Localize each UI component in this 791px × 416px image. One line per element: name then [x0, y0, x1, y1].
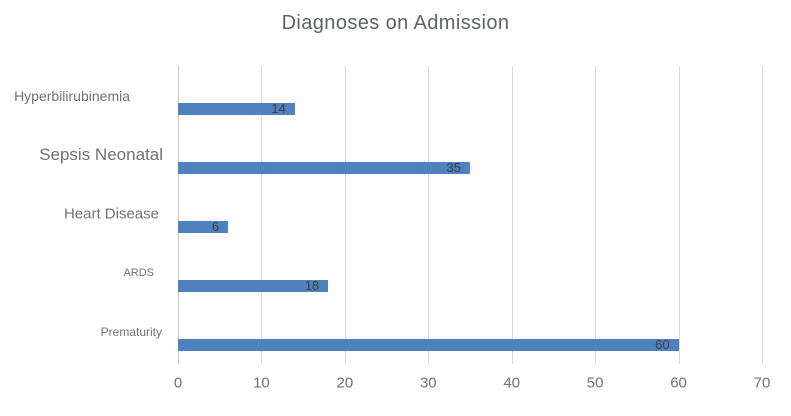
gridline [678, 66, 680, 364]
chart-title: Diagnoses on Admission [281, 12, 510, 34]
category-label-ards: ARDS [123, 267, 154, 280]
data-label: 60 [655, 337, 670, 353]
x-tick-label: 0 [173, 374, 183, 392]
gridline [511, 66, 513, 364]
gridline [428, 66, 430, 364]
bar-hyperbilirubinemia: 14 [178, 100, 295, 116]
x-tick-label: 20 [336, 374, 354, 392]
data-label: 18 [304, 278, 320, 294]
category-label-sepsis-neonatal: Sepsis Neonatal [39, 144, 163, 164]
gridline [762, 66, 763, 364]
bar-heart-disease: 6 [178, 219, 229, 234]
bar-ards: 18 [178, 278, 329, 294]
x-tick-label: 10 [253, 374, 270, 392]
x-tick-label: 30 [419, 374, 437, 392]
x-tick-label: 60 [670, 374, 687, 392]
gridline [178, 66, 179, 364]
gridline [261, 66, 263, 364]
bar-prematurity: 60 [178, 337, 679, 353]
data-label: 14 [271, 100, 286, 116]
x-tick-label: 40 [503, 374, 521, 392]
bar-sepsis-neonatal: 35 [178, 159, 470, 175]
category-label-prematurity: Prematurity [100, 325, 162, 340]
category-label-heart-disease: Heart Disease [63, 205, 159, 223]
gridline [344, 66, 346, 364]
x-tick-label: 70 [753, 374, 771, 392]
x-tick-label: 50 [586, 374, 604, 392]
data-label: 6 [211, 219, 220, 234]
gridline [595, 66, 597, 364]
category-label-hyperbilirubinemia: Hyperbilirubinemia [14, 87, 130, 104]
data-label: 35 [446, 159, 461, 175]
